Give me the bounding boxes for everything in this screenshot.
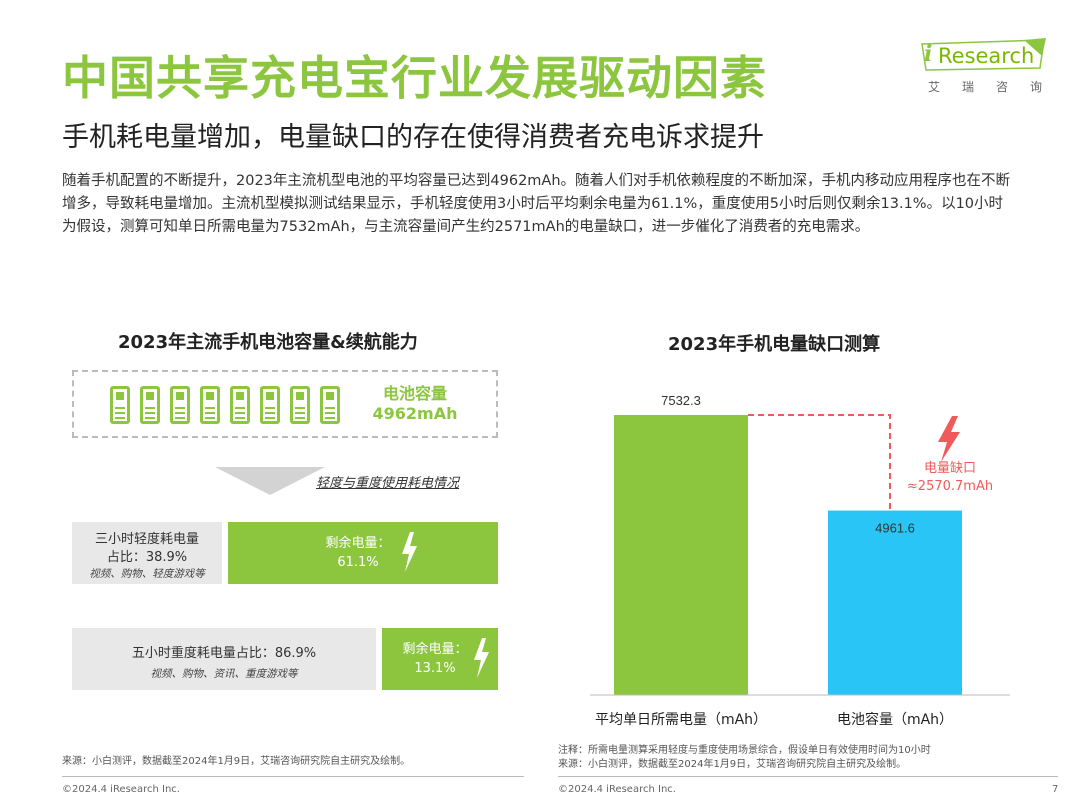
heavy-usage-box: 五小时重度耗电量占比：86.9% 视频、购物、资讯、重度游戏等 xyxy=(72,628,376,690)
heavy-remaining-box: 剩余电量： 13.1% xyxy=(382,628,498,690)
iresearch-logo: i Research 艾瑞咨询 xyxy=(920,38,1050,100)
down-arrow-icon xyxy=(215,467,325,495)
phone-icon xyxy=(140,386,160,424)
bar-value-label: 7532.3 xyxy=(661,393,701,408)
light-remaining-value: 61.1% xyxy=(337,555,379,570)
left-panel-title: 2023年主流手机电池容量&续航能力 xyxy=(118,332,418,353)
logo-banner-icon xyxy=(921,38,1046,71)
right-note: 注释：所需电量测算采用轻度与重度使用场景综合，假设单日有效使用时间为10小时 xyxy=(558,745,931,756)
logo-chinese: 艾瑞咨询 xyxy=(928,80,1065,94)
light-remaining-text: 剩余电量： 61.1% xyxy=(308,534,408,572)
battery-label-value: 4962mAh xyxy=(372,404,458,423)
phone-icon xyxy=(260,386,280,424)
light-usage-box: 三小时轻度耗电量 占比：38.9% 视频、购物、轻度游戏等 xyxy=(72,522,222,584)
bar xyxy=(614,415,748,695)
phone-icon xyxy=(170,386,190,424)
left-source-note: 来源：小白测评，数据截至2024年1月9日，艾瑞咨询研究院自主研究及绘制。 xyxy=(62,756,411,767)
lightning-icon xyxy=(474,638,489,678)
heavy-remaining-label: 剩余电量： xyxy=(402,642,468,657)
light-usage-examples: 视频、购物、轻度游戏等 xyxy=(89,568,205,580)
heavy-remaining-text: 剩余电量： 13.1% xyxy=(396,640,474,678)
body-paragraph: 随着手机配置的不断提升，2023年主流机型电池的平均容量已达到4962mAh。随… xyxy=(62,173,1011,235)
gap-label: 电量缺口 xyxy=(924,461,976,476)
footer-divider-left xyxy=(62,776,524,777)
phone-icon xyxy=(200,386,220,424)
footer-divider-right xyxy=(558,776,1058,777)
category-label: 电池容量（mAh） xyxy=(837,711,953,728)
battery-capacity-label: 电池容量 4962mAh xyxy=(370,384,460,424)
lightning-icon xyxy=(402,532,417,572)
battery-gap-chart: 7532.3 平均单日所需电量（mAh） 4961.6 电池容量（mAh） 电量缺口 ≈2… xyxy=(590,393,1010,728)
logo-i: i xyxy=(924,41,933,67)
phone-icon xyxy=(110,386,130,424)
right-source-note: 来源：小白测评，数据截至2024年1月9日，艾瑞咨询研究院自主研究及绘制。 xyxy=(558,759,907,770)
category-label: 平均单日所需电量（mAh） xyxy=(595,712,767,728)
chart-title: 2023年手机电量缺口测算 xyxy=(668,334,881,355)
page-title: 中国共享充电宝行业发展驱动因素 xyxy=(62,51,767,105)
light-remaining-box: 剩余电量： 61.1% xyxy=(228,522,498,584)
right-notes: 注释：所需电量测算采用轻度与重度使用场景综合，假设单日有效使用时间为10小时 来… xyxy=(558,744,931,772)
battery-capacity-box: 电池容量 4962mAh xyxy=(72,370,498,438)
light-remaining-label: 剩余电量： xyxy=(325,536,391,551)
gap-value-label: ≈2570.7mAh xyxy=(907,479,993,494)
phone-icon xyxy=(320,386,340,424)
bar xyxy=(828,510,962,695)
page-number: 7 xyxy=(1052,784,1059,795)
usage-caption: 轻度与重度使用耗电情况 xyxy=(316,476,460,491)
bar-value-label: 4961.6 xyxy=(875,521,915,536)
light-usage-line1: 三小时轻度耗电量 xyxy=(94,532,199,547)
battery-label-title: 电池容量 xyxy=(382,384,447,403)
page-subtitle: 手机耗电量增加，电量缺口的存在使得消费者充电诉求提升 xyxy=(62,122,764,153)
phone-icon xyxy=(290,386,310,424)
light-usage-line2: 占比：38.9% xyxy=(106,550,188,565)
gap-dashed-line xyxy=(748,414,891,511)
heavy-remaining-value: 13.1% xyxy=(414,661,456,676)
heavy-usage-examples: 视频、购物、资讯、重度游戏等 xyxy=(150,668,298,680)
phone-icon xyxy=(230,386,250,424)
heavy-usage-line1: 五小时重度耗电量占比：86.9% xyxy=(131,646,317,661)
copyright-right: ©2024.4 iResearch Inc. xyxy=(558,784,676,795)
copyright-left: ©2024.4 iResearch Inc. xyxy=(62,784,180,795)
logo-text: Research xyxy=(938,44,1035,68)
lightning-icon xyxy=(938,416,960,462)
